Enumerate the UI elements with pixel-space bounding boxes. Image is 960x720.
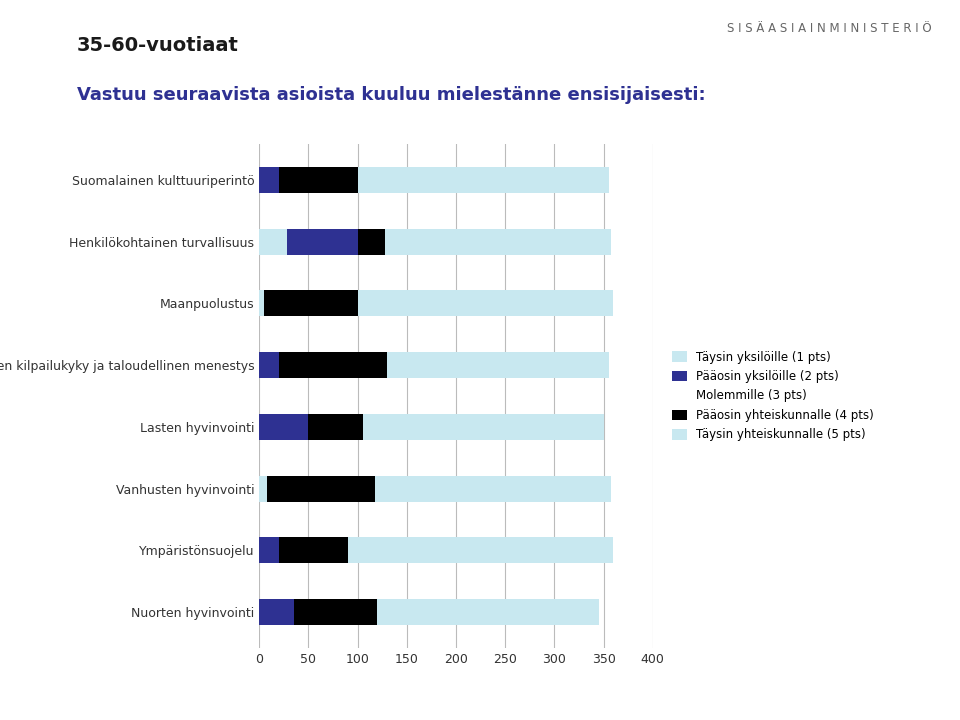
Bar	[387, 352, 609, 378]
Bar	[279, 167, 358, 193]
Bar	[385, 229, 612, 255]
Text: Vastuu seuraavista asioista kuuluu mielestänne ensisijaisesti:: Vastuu seuraavista asioista kuuluu miele…	[77, 86, 706, 104]
Bar	[279, 352, 387, 378]
Text: S I S Ä A S I A I N M I N I S T E R I Ö: S I S Ä A S I A I N M I N I S T E R I Ö	[727, 22, 931, 35]
Bar	[375, 476, 612, 502]
Bar	[259, 167, 279, 193]
Bar	[259, 476, 267, 502]
Bar	[377, 599, 599, 625]
Legend: Täysin yksilöille (1 pts), Pääosin yksilöille (2 pts), Molemmille (3 pts), Pääos: Täysin yksilöille (1 pts), Pääosin yksil…	[666, 345, 879, 447]
Bar	[259, 352, 279, 378]
Bar	[357, 290, 613, 316]
Bar	[357, 229, 385, 255]
Bar	[259, 229, 287, 255]
Bar	[259, 537, 279, 563]
Bar	[267, 476, 375, 502]
Bar	[287, 229, 358, 255]
Bar	[363, 414, 604, 440]
Bar	[308, 414, 363, 440]
Bar	[357, 167, 609, 193]
Bar	[264, 290, 358, 316]
Bar	[348, 537, 613, 563]
Bar	[294, 599, 377, 625]
Bar	[259, 599, 294, 625]
Bar	[279, 537, 348, 563]
Text: 35-60-vuotiaat: 35-60-vuotiaat	[77, 36, 239, 55]
Bar	[259, 290, 264, 316]
Bar	[259, 414, 308, 440]
